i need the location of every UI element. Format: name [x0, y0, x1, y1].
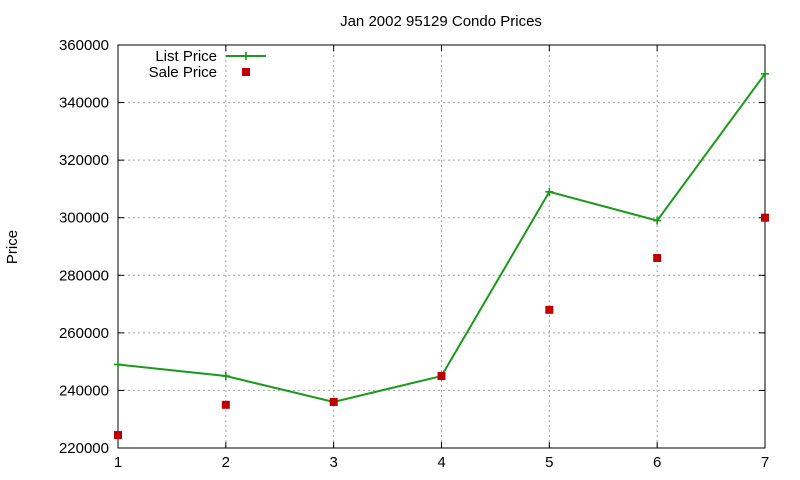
x-tick-label: 2 — [222, 454, 230, 471]
y-axis-label: Price — [4, 230, 21, 264]
sale-price-point — [437, 372, 446, 381]
list-price-point — [761, 69, 769, 78]
list-price-point — [545, 187, 554, 196]
x-tick-label: 5 — [545, 454, 553, 471]
x-tick-label: 3 — [329, 454, 337, 471]
legend-marker-swatch — [242, 68, 250, 76]
series — [114, 69, 769, 440]
y-tick-label: 260000 — [59, 325, 109, 342]
y-tick-label: 320000 — [59, 152, 109, 169]
x-tick-label: 4 — [437, 454, 445, 471]
sale-price-point — [761, 213, 769, 222]
x-tick-label: 7 — [761, 454, 769, 471]
sale-price-point — [545, 305, 554, 314]
y-tick-label: 240000 — [59, 382, 109, 399]
gridlines — [118, 45, 765, 448]
y-tick-label: 220000 — [59, 440, 109, 457]
y-tick-label: 300000 — [59, 210, 109, 227]
legend-marker-swatch — [242, 52, 250, 60]
list-price-point — [114, 360, 122, 369]
x-tick-label: 1 — [114, 454, 122, 471]
x-tick-label: 6 — [653, 454, 661, 471]
y-tick-label: 280000 — [59, 267, 109, 284]
legend-label: List Price — [155, 48, 217, 65]
sale-price-point — [653, 254, 662, 263]
sale-price-point — [114, 431, 122, 440]
chart-title: Jan 2002 95129 Condo Prices — [340, 13, 542, 30]
sale-price-point — [221, 400, 230, 409]
legend-label: Sale Price — [149, 64, 217, 81]
list-price-point — [221, 372, 230, 381]
y-tick-label: 340000 — [59, 95, 109, 112]
list-price-line — [117, 73, 766, 403]
y-tick-label: 360000 — [59, 37, 109, 54]
tick-labels: 1 2 3 4 5 6 7 220000 240000 260000 280000 300000 320… — [59, 37, 769, 471]
sale-price-point — [329, 397, 338, 406]
list-price-point — [653, 216, 662, 225]
